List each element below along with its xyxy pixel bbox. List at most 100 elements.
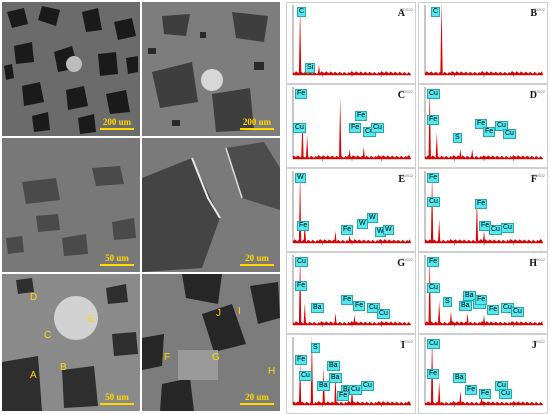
eds-tag: EDS02 bbox=[532, 257, 545, 262]
spectrum-peak bbox=[301, 119, 304, 159]
eds-tag: EDS02 bbox=[400, 173, 413, 178]
element-tag: W bbox=[357, 219, 368, 229]
element-tag: Cu bbox=[299, 371, 312, 381]
eds-tag: EDS02 bbox=[400, 339, 413, 344]
spectrum-peak bbox=[435, 133, 438, 159]
eds-panel-I: I EDS02 S Fe Ba Cu Ba Ba Ba Fe Cu Cu bbox=[286, 334, 416, 414]
sem-image-6: F G H I J 20 um bbox=[142, 274, 280, 411]
element-tag: C bbox=[297, 7, 307, 17]
spectrum-background bbox=[293, 155, 411, 159]
spectrum-peak bbox=[459, 391, 462, 405]
spectrum-peak bbox=[475, 199, 479, 243]
spectrum-background bbox=[425, 401, 543, 405]
panel-letter: C bbox=[397, 90, 405, 101]
element-tag: Fe bbox=[295, 355, 308, 365]
eds-spectrum bbox=[292, 253, 411, 327]
scale-bar: 20 um bbox=[240, 392, 274, 405]
eds-spectrum bbox=[292, 335, 411, 407]
eds-tag: EDS02 bbox=[532, 89, 545, 94]
eds-spectrum bbox=[424, 3, 543, 77]
element-tag: Fe bbox=[475, 119, 488, 129]
spectrum-background bbox=[425, 71, 543, 75]
eds-tag: EDS02 bbox=[400, 7, 413, 12]
eds-spectrum bbox=[292, 5, 411, 77]
element-tag: Fe bbox=[479, 389, 492, 399]
spectrum-peak bbox=[334, 375, 337, 405]
eds-tag: EDS02 bbox=[400, 89, 413, 94]
panel-letter: H bbox=[529, 258, 537, 269]
eds-panel-F: F EDS02 Fe Cu Fe Fe Cu Cu bbox=[418, 168, 548, 252]
element-tag: Fe bbox=[487, 305, 500, 315]
eds-panel-E: E EDS02 W Fe Fe W W W W bbox=[286, 168, 416, 252]
eds-tag: EDS02 bbox=[400, 257, 413, 262]
scale-bar: 50 um bbox=[100, 253, 134, 266]
eds-spectrum bbox=[292, 171, 411, 245]
element-tag: Cu bbox=[495, 121, 508, 131]
sem-image-2: 200 um bbox=[142, 2, 280, 136]
element-tag: Fe bbox=[337, 391, 350, 401]
element-tag: Cu bbox=[427, 283, 440, 293]
eds-tag: EDS02 bbox=[532, 339, 545, 344]
sem-image-4: 20 um bbox=[142, 138, 280, 272]
spectrum-peak bbox=[348, 149, 351, 159]
element-tag: Fe bbox=[475, 295, 488, 305]
spectrum-peak bbox=[430, 173, 434, 243]
spectrum-peak bbox=[437, 301, 441, 325]
spectrum-peak bbox=[437, 219, 441, 243]
element-tag: Fe bbox=[295, 89, 308, 99]
element-tag: Fe bbox=[427, 115, 440, 125]
element-tag: Cu bbox=[371, 123, 384, 133]
scale-bar: 20 um bbox=[240, 253, 274, 266]
element-tag: Fe bbox=[427, 257, 440, 267]
element-tag: Fe bbox=[427, 369, 440, 379]
spectrum-peak bbox=[339, 97, 342, 159]
spectrum-peak bbox=[305, 135, 309, 159]
element-tag: Fe bbox=[465, 385, 478, 395]
element-tag: Cu bbox=[349, 385, 362, 395]
spectrum-peak bbox=[440, 3, 443, 75]
sem-image-3: 50 um bbox=[2, 138, 140, 272]
scale-label: 50 um bbox=[105, 253, 129, 263]
spectrum-peak bbox=[480, 395, 483, 405]
eds-panel-J: J EDS02 Cu Fe Ba Fe Fe Cu Cu bbox=[418, 334, 548, 414]
element-tag: Ba bbox=[311, 303, 324, 313]
element-tag: S bbox=[453, 133, 462, 143]
spectrum-peak bbox=[471, 149, 474, 159]
element-tag: Fe bbox=[349, 123, 362, 133]
panel-letter: B bbox=[530, 8, 537, 19]
panel-letter: F bbox=[530, 174, 537, 185]
element-tag: Cu bbox=[361, 381, 374, 391]
spectrum-peak bbox=[353, 315, 356, 325]
element-tag: Fe bbox=[355, 111, 368, 121]
element-tag: W bbox=[383, 225, 394, 235]
element-tag: C bbox=[431, 7, 441, 17]
element-tag: Cu bbox=[293, 123, 306, 133]
panel-letter: J bbox=[532, 340, 537, 351]
panel-letter: E bbox=[398, 174, 405, 185]
spectrum-background bbox=[293, 71, 411, 75]
spectrum-peak bbox=[348, 235, 351, 243]
spectrum-peak bbox=[482, 231, 486, 243]
spectrum-peak bbox=[334, 313, 337, 325]
spectrum-peak bbox=[298, 7, 302, 75]
element-tag: Fe bbox=[483, 127, 496, 137]
spectrum-peak bbox=[317, 65, 321, 75]
spectrum-peak bbox=[449, 311, 453, 325]
element-tag: Fe bbox=[475, 199, 488, 209]
element-tag: Cu bbox=[503, 129, 516, 139]
element-tag: Fe bbox=[297, 221, 310, 231]
element-tag: Cu bbox=[295, 257, 308, 267]
element-tag: Cu bbox=[427, 89, 440, 99]
element-tag: Si bbox=[305, 63, 316, 73]
point-label: F bbox=[164, 352, 171, 363]
scale-bar: 50 um bbox=[100, 392, 134, 405]
scale-label: 20 um bbox=[245, 392, 269, 402]
spectrum-peak bbox=[482, 315, 486, 325]
panel-letter: D bbox=[529, 90, 537, 101]
panel-letter: G bbox=[397, 258, 405, 269]
spectrum-peak bbox=[298, 173, 302, 243]
element-tag: Cu bbox=[489, 225, 502, 235]
eds-panel-A: A EDS02 C Si bbox=[286, 2, 416, 84]
point-label: E bbox=[88, 314, 95, 325]
spectrum-background bbox=[293, 321, 411, 325]
